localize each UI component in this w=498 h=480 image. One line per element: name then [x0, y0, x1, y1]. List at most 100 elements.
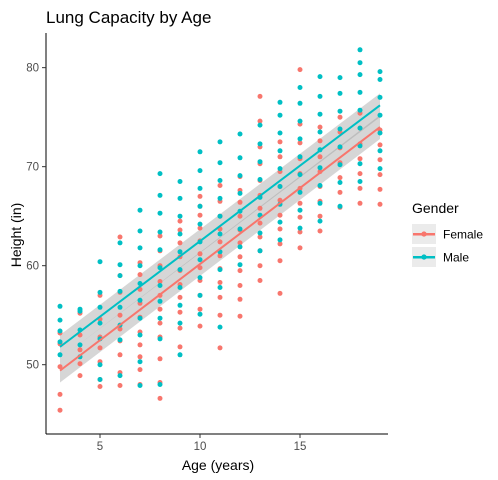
data-point-male	[97, 362, 103, 368]
data-point-male	[277, 166, 283, 172]
data-point-male	[217, 285, 223, 290]
data-point-male	[317, 183, 323, 188]
x-tick-label: 15	[294, 441, 307, 453]
data-point-female	[297, 229, 303, 235]
data-point-male	[317, 111, 323, 117]
data-point-male	[337, 203, 343, 209]
data-point-female	[177, 240, 183, 246]
data-point-male	[97, 259, 103, 265]
scatter-points	[57, 47, 383, 413]
data-point-female	[117, 352, 123, 358]
data-point-male	[317, 93, 323, 99]
data-point-male	[237, 244, 243, 250]
data-point-female	[197, 323, 203, 329]
data-point-male	[137, 245, 143, 251]
data-point-male	[257, 122, 263, 128]
data-point-male	[197, 221, 203, 227]
data-point-male	[197, 292, 203, 298]
data-point-female	[337, 175, 343, 181]
data-point-female	[197, 251, 203, 257]
data-point-male	[77, 306, 83, 312]
data-point-male	[157, 382, 163, 387]
data-point-female	[277, 212, 283, 218]
data-point-male	[257, 177, 263, 182]
data-point-male	[377, 69, 383, 75]
data-point-male	[137, 297, 143, 303]
data-point-female	[317, 228, 323, 234]
data-point-female	[197, 265, 203, 271]
data-point-female	[377, 172, 383, 178]
data-point-male	[337, 108, 343, 114]
data-point-male	[177, 302, 183, 308]
data-point-male	[237, 262, 243, 268]
data-point-male	[357, 143, 363, 149]
data-point-male	[377, 166, 383, 172]
y-tick-label: 80	[26, 63, 39, 75]
data-point-male	[297, 118, 303, 124]
data-point-male	[377, 112, 383, 118]
data-point-female	[137, 367, 143, 373]
data-point-female	[237, 254, 243, 260]
data-point-male	[157, 247, 163, 253]
data-point-male	[297, 154, 303, 160]
data-point-male	[237, 226, 243, 232]
data-point-female	[217, 345, 223, 351]
x-axis-title: Age (years)	[182, 457, 254, 473]
data-point-female	[257, 220, 263, 226]
data-point-male	[157, 192, 163, 198]
data-point-male	[217, 213, 223, 219]
data-point-male	[337, 162, 343, 168]
data-point-male	[77, 342, 83, 348]
data-point-male	[57, 328, 63, 334]
data-point-male	[97, 304, 103, 310]
data-point-female	[217, 183, 223, 188]
data-point-female	[237, 199, 243, 205]
data-point-male	[277, 184, 283, 189]
legend-label-male: Male	[443, 251, 469, 265]
data-point-male	[357, 107, 363, 113]
data-point-male	[97, 320, 103, 326]
data-point-male	[257, 141, 263, 147]
data-point-male	[237, 173, 243, 179]
data-point-male	[297, 225, 303, 231]
data-point-male	[157, 283, 163, 288]
data-point-male	[157, 265, 163, 271]
data-point-male	[337, 90, 343, 96]
data-point-female	[77, 347, 83, 353]
data-point-female	[157, 279, 163, 284]
data-point-male	[177, 285, 183, 290]
data-point-male	[197, 185, 203, 191]
legend-key-point	[421, 254, 427, 260]
legend: Gender Female Male	[412, 200, 483, 267]
data-point-female	[277, 139, 283, 145]
data-point-male	[337, 126, 343, 132]
chart-title: Lung Capacity by Age	[46, 8, 211, 27]
data-point-female	[357, 156, 363, 162]
data-point-female	[197, 193, 203, 199]
data-point-female	[117, 234, 123, 240]
data-point-female	[377, 186, 383, 192]
data-point-female	[297, 200, 303, 206]
data-point-female	[357, 185, 363, 191]
axis-ticks: 5 10 15 50 60 70 80	[26, 63, 306, 453]
data-point-male	[337, 75, 343, 81]
data-point-female	[77, 361, 83, 367]
data-point-male	[177, 213, 183, 219]
data-point-male	[197, 311, 203, 317]
data-point-male	[157, 210, 163, 216]
data-point-male	[337, 144, 343, 150]
data-point-male	[117, 304, 123, 310]
data-point-female	[317, 124, 323, 130]
data-point-male	[297, 207, 303, 213]
data-point-male	[277, 112, 283, 118]
data-point-male	[177, 195, 183, 201]
data-point-male	[137, 263, 143, 269]
data-point-female	[357, 200, 363, 206]
data-point-female	[357, 171, 363, 177]
plot-area	[57, 47, 383, 413]
y-tick-label: 70	[26, 162, 39, 174]
data-point-female	[177, 344, 183, 350]
data-point-male	[377, 94, 383, 100]
data-point-female	[197, 225, 203, 231]
data-point-female	[257, 205, 263, 211]
